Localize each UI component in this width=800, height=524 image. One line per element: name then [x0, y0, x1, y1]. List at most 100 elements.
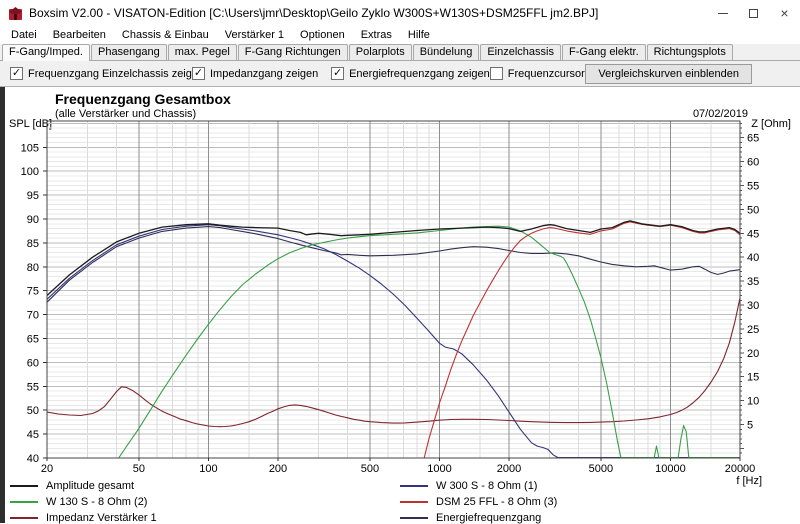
checkbox-energiefrequenzgang-zeigen[interactable]: ✓ Energiefrequenzgang zeigen: [331, 67, 490, 80]
checkbox-impedanzgang-zeigen[interactable]: ✓ Impedanzgang zeigen: [192, 67, 331, 80]
menu-item-extras[interactable]: Extras: [360, 28, 392, 41]
curve-amplitude-gesamt: [47, 220, 740, 297]
title-bar: Boxsim V2.00 - VISATON-Edition [C:\Users…: [0, 0, 800, 26]
legend-item-w-300-s-8-ohm-1: W 300 S - 8 Ohm (1): [400, 478, 557, 494]
checked-checkbox-icon: ✓: [10, 67, 23, 80]
y-right-tick-label: 50: [747, 204, 759, 216]
y-right-tick-label: 30: [747, 300, 759, 312]
legend-column-left: Amplitude gesamt W 130 S - 8 Ohm (2) Imped…: [10, 478, 157, 524]
legend-item-dsm-25-ffl-8-ohm-3: DSM 25 FFL - 8 Ohm (3): [400, 494, 557, 510]
unchecked-checkbox-icon: [489, 67, 503, 80]
tab-phasengang[interactable]: Phasengang: [90, 44, 167, 60]
checkbox-label: Frequenzcursor: [507, 67, 585, 80]
legend-label: Impedanz Verstärker 1: [46, 512, 157, 524]
curve-w-130-s-8-ohm-2: [118, 225, 740, 458]
menu-item-optionen[interactable]: Optionen: [300, 28, 345, 41]
checkbox-frequenzgang-einzelchassis-zeigen[interactable]: ✓ Frequenzgang Einzelchassis zeigen: [10, 67, 204, 80]
x-tick-label: 100: [199, 463, 217, 475]
y-right-tick-label: 40: [747, 252, 759, 264]
legend-item-energiefrequenzgang: Energiefrequenzgang: [400, 510, 557, 524]
y-left-tick-label: 65: [27, 334, 39, 346]
tab-f-gang-richtungen[interactable]: F-Gang Richtungen: [237, 44, 348, 60]
y-right-tick-label: 65: [747, 133, 759, 145]
menu-item-hilfe[interactable]: Hilfe: [407, 28, 430, 41]
x-tick-label: 5000: [589, 463, 613, 475]
legend-item-impedanz-verstärker-1: Impedanz Verstärker 1: [10, 510, 157, 524]
y-left-tick-label: 75: [27, 286, 39, 298]
y-left-tick-label: 55: [27, 381, 39, 393]
legend-line-swatch: [10, 517, 38, 519]
y-right-axis-label: Z [Ohm]: [751, 118, 791, 130]
y-right-tick-label: 45: [747, 228, 759, 240]
y-left-tick-label: 85: [27, 238, 39, 250]
minimize-button-icon[interactable]: [707, 0, 738, 26]
checkbox-label: Frequenzgang Einzelchassis zeigen: [28, 67, 205, 80]
legend-label: Energiefrequenzgang: [436, 512, 542, 524]
legend-column-right: W 300 S - 8 Ohm (1) DSM 25 FFL - 8 Ohm (3…: [400, 478, 557, 524]
curve-w-300-s-8-ohm-1: [47, 224, 740, 458]
y-left-tick-label: 45: [27, 429, 39, 441]
y-left-tick-label: 90: [27, 214, 39, 226]
checkbox-frequenzcursor[interactable]: Frequenzcursor: [489, 67, 586, 80]
y-left-axis-label: SPL [dB]: [9, 118, 53, 130]
tab-einzelchassis[interactable]: Einzelchassis: [480, 44, 561, 60]
legend-line-swatch: [400, 517, 428, 519]
menu-item-bearbeiten[interactable]: Bearbeiten: [52, 28, 106, 41]
menu-item-verstärker-1[interactable]: Verstärker 1: [224, 28, 285, 41]
legend-label: W 130 S - 8 Ohm (2): [46, 496, 148, 508]
tab-f-gang-imped[interactable]: F-Gang/Imped.: [2, 44, 90, 61]
tab-richtungsplots[interactable]: Richtungsplots: [646, 44, 733, 60]
tab-polarplots[interactable]: Polarplots: [348, 44, 412, 60]
y-left-tick-label: 70: [27, 310, 39, 322]
x-tick-label: 10000: [655, 463, 686, 475]
legend-label: Amplitude gesamt: [46, 480, 135, 492]
tab-f-gang-elektr[interactable]: F-Gang elektr.: [561, 44, 646, 60]
y-right-tick-label: 10: [747, 396, 759, 408]
chart-panel: Frequenzgang Gesamtbox (alle Verstärker …: [0, 87, 800, 524]
menu-item-datei[interactable]: Datei: [11, 28, 37, 41]
chart-svg: 1051009590858075706560555045406560555045…: [21, 120, 759, 475]
y-left-tick-label: 80: [27, 262, 39, 274]
y-left-tick-label: 50: [27, 405, 39, 417]
y-right-tick-label: 35: [747, 276, 759, 288]
checked-checkbox-icon: ✓: [331, 67, 345, 80]
y-right-tick-label: 55: [747, 181, 759, 193]
y-left-tick-label: 60: [27, 357, 39, 369]
menu-item-chassis-einbau[interactable]: Chassis & Einbau: [121, 28, 209, 41]
y-left-tick-label: 105: [21, 142, 39, 154]
y-left-tick-label: 40: [27, 453, 39, 465]
x-tick-label: 20: [41, 463, 53, 475]
y-right-tick-label: 5: [747, 420, 753, 432]
maximize-button-icon[interactable]: [738, 0, 769, 26]
y-right-tick-label: 60: [747, 157, 759, 169]
x-tick-label: 2000: [497, 463, 521, 475]
x-tick-label: 200: [269, 463, 287, 475]
vergleichskurven-button[interactable]: Vergleichskurven einblenden: [585, 63, 752, 84]
x-tick-label: 1000: [427, 463, 451, 475]
chart-date: 07/02/2019: [692, 108, 748, 120]
legend-line-swatch: [10, 485, 38, 487]
x-tick-label: 50: [133, 463, 145, 475]
y-right-tick-label: 15: [747, 372, 759, 384]
chart-title: Frequenzgang Gesamtbox: [55, 91, 231, 107]
tab-max-pegel[interactable]: max. Pegel: [167, 44, 237, 60]
legend-label: W 300 S - 8 Ohm (1): [436, 480, 538, 492]
y-right-tick-label: 20: [747, 348, 759, 360]
checkbox-label: Impedanzgang zeigen: [210, 67, 319, 80]
desktop-edge-strip: [0, 87, 5, 523]
legend-label: DSM 25 FFL - 8 Ohm (3): [436, 496, 558, 508]
chart-subtitle: (alle Verstärker und Chassis): [55, 108, 197, 120]
tab-bündelung[interactable]: Bündelung: [412, 44, 480, 60]
y-left-tick-label: 95: [27, 190, 39, 202]
window-title: Boxsim V2.00 - VISATON-Edition [C:\Users…: [29, 6, 599, 20]
curve-dsm-25-ffl-8-ohm-3: [423, 221, 740, 458]
close-button-icon[interactable]: ×: [780, 5, 789, 21]
legend-line-swatch: [400, 485, 428, 487]
legend-item-w-130-s-8-ohm-2: W 130 S - 8 Ohm (2): [10, 494, 157, 510]
checkbox-label: Energiefrequenzgang zeigen: [349, 67, 490, 80]
legend-line-swatch: [10, 501, 38, 503]
y-left-tick-label: 100: [21, 166, 39, 178]
window-controls: ×: [707, 0, 800, 26]
legend-line-swatch: [400, 501, 428, 503]
